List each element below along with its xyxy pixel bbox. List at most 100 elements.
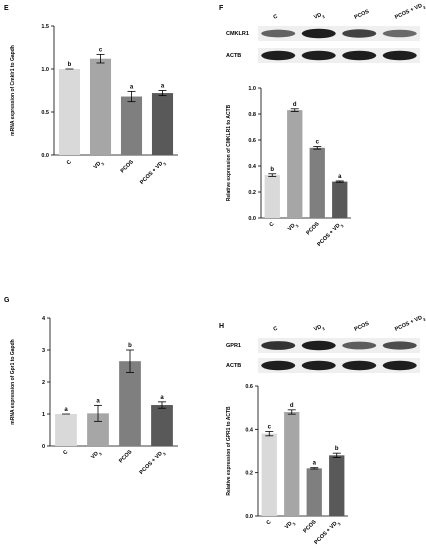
y-tick-label: 0.8 [248,112,256,118]
blot-band [261,29,296,38]
y-axis-label: Relative expression of GPR1 to ACTB [226,406,232,496]
panel-f: F Relative expression of CMKLR1 to ACTB 0.… [219,5,351,249]
significance-letter: a [130,84,134,90]
significance-letter: a [64,407,68,413]
blot-band [342,360,377,371]
panel-letter: G [4,297,10,304]
significance-letter: b [68,62,72,68]
y-tick-label: 0.0 [41,153,49,159]
y-tick-label: 0.2 [245,471,253,477]
blot-band [301,360,336,371]
panel-letter: E [4,5,9,12]
significance-letter: a [96,398,100,404]
bar [329,455,345,516]
category-label: PCOS [120,159,135,174]
bar [58,69,81,155]
y-tick-label: 1.0 [248,86,256,92]
blot-band [382,341,417,350]
y-tick-label: 0.6 [245,384,253,390]
y-tick-label: 0.2 [248,190,256,196]
bar [151,93,174,155]
category-label: C [62,449,69,456]
y-tick-label: 4 [42,316,46,322]
bar [309,147,325,218]
category-label: C [266,519,273,526]
blot-band [382,50,417,61]
y-tick-label: 0.0 [248,216,256,222]
panel-letter: F [219,5,224,12]
significance-letter: b [335,446,339,452]
y-axis-label: mRNA expression of Gpr1 to Gapdh [10,339,16,424]
blot-membrane [258,358,420,373]
blot-band [261,360,296,371]
blot-row-label: GPR1 [226,343,241,349]
y-axis-label: Relative expression of CMKLR1 to ACTB [226,104,232,201]
y-tick-label: 0.6 [248,138,256,144]
blot-band [342,50,377,61]
bar [332,181,348,218]
category-label: VD3 [90,449,103,462]
category-label: PCOS [302,519,317,534]
western-blot: C VD3 PCOS PCOS + VD3 GPR1 ACTB [226,314,426,373]
lane-label: VD3 [313,323,326,334]
category-label: PCOS + VD3 [316,221,344,249]
y-tick-label: 0.4 [248,164,257,170]
blot-row-label: ACTB [226,363,241,369]
significance-letter: a [313,461,317,467]
category-label: VD3 [284,519,297,532]
lane-label: C [273,326,279,333]
significance-letter: a [160,395,164,401]
blot-band [382,29,417,38]
significance-letter: a [161,84,165,90]
category-label: C [66,159,73,166]
panel-letter: H [219,323,224,330]
y-tick-label: 1.5 [41,24,49,30]
category-label: VD3 [93,159,106,172]
blot-row-label: CMKLR1 [226,31,249,37]
bar [151,405,173,446]
blot-band [382,360,417,371]
significance-letter: a [338,174,342,180]
blot-band [301,50,336,61]
bar [287,110,303,218]
blot-row-label: ACTB [226,53,241,59]
lane-label: PCOS [354,9,371,21]
blot-band [301,340,336,351]
category-label: PCOS + VD3 [313,519,341,547]
significance-letter: b [128,343,132,349]
y-tick-label: 0.4 [245,427,254,433]
blot-membrane [258,26,420,41]
significance-letter: b [270,167,274,173]
lane-label: VD3 [313,11,326,22]
y-tick-label: 2 [42,380,45,386]
y-tick-label: 3 [42,348,45,354]
bar [89,58,112,155]
y-tick-label: 0.5 [41,110,49,116]
blot-band [342,341,377,350]
y-tick-label: 1 [42,412,45,418]
category-label: VD3 [287,221,300,234]
significance-letter: c [268,425,272,431]
category-label: PCOS [305,221,320,236]
western-blot: C VD3 PCOS PCOS + VD3 CMKLR1 ACTB [226,2,426,63]
lane-label: PCOS [354,321,371,333]
bar [306,468,322,516]
lane-label: PCOS + VD3 [394,2,426,23]
lane-label: PCOS + VD3 [394,314,426,335]
panel-h: H Relative expression of GPR1 to ACTB 0.0 0… [219,323,348,547]
significance-letter: d [293,102,297,108]
blot-membrane [258,48,420,63]
y-tick-label: 0 [42,444,45,450]
bar [120,96,143,155]
category-label: C [269,221,276,228]
bar [119,361,141,446]
blot-band [261,50,296,61]
significance-letter: c [316,140,320,146]
blot-membrane [258,338,420,353]
y-axis-label: mRNA expression of Cmklr1 to Gapdh [10,45,16,136]
y-tick-label: 0.0 [245,514,253,520]
bar [284,412,300,516]
